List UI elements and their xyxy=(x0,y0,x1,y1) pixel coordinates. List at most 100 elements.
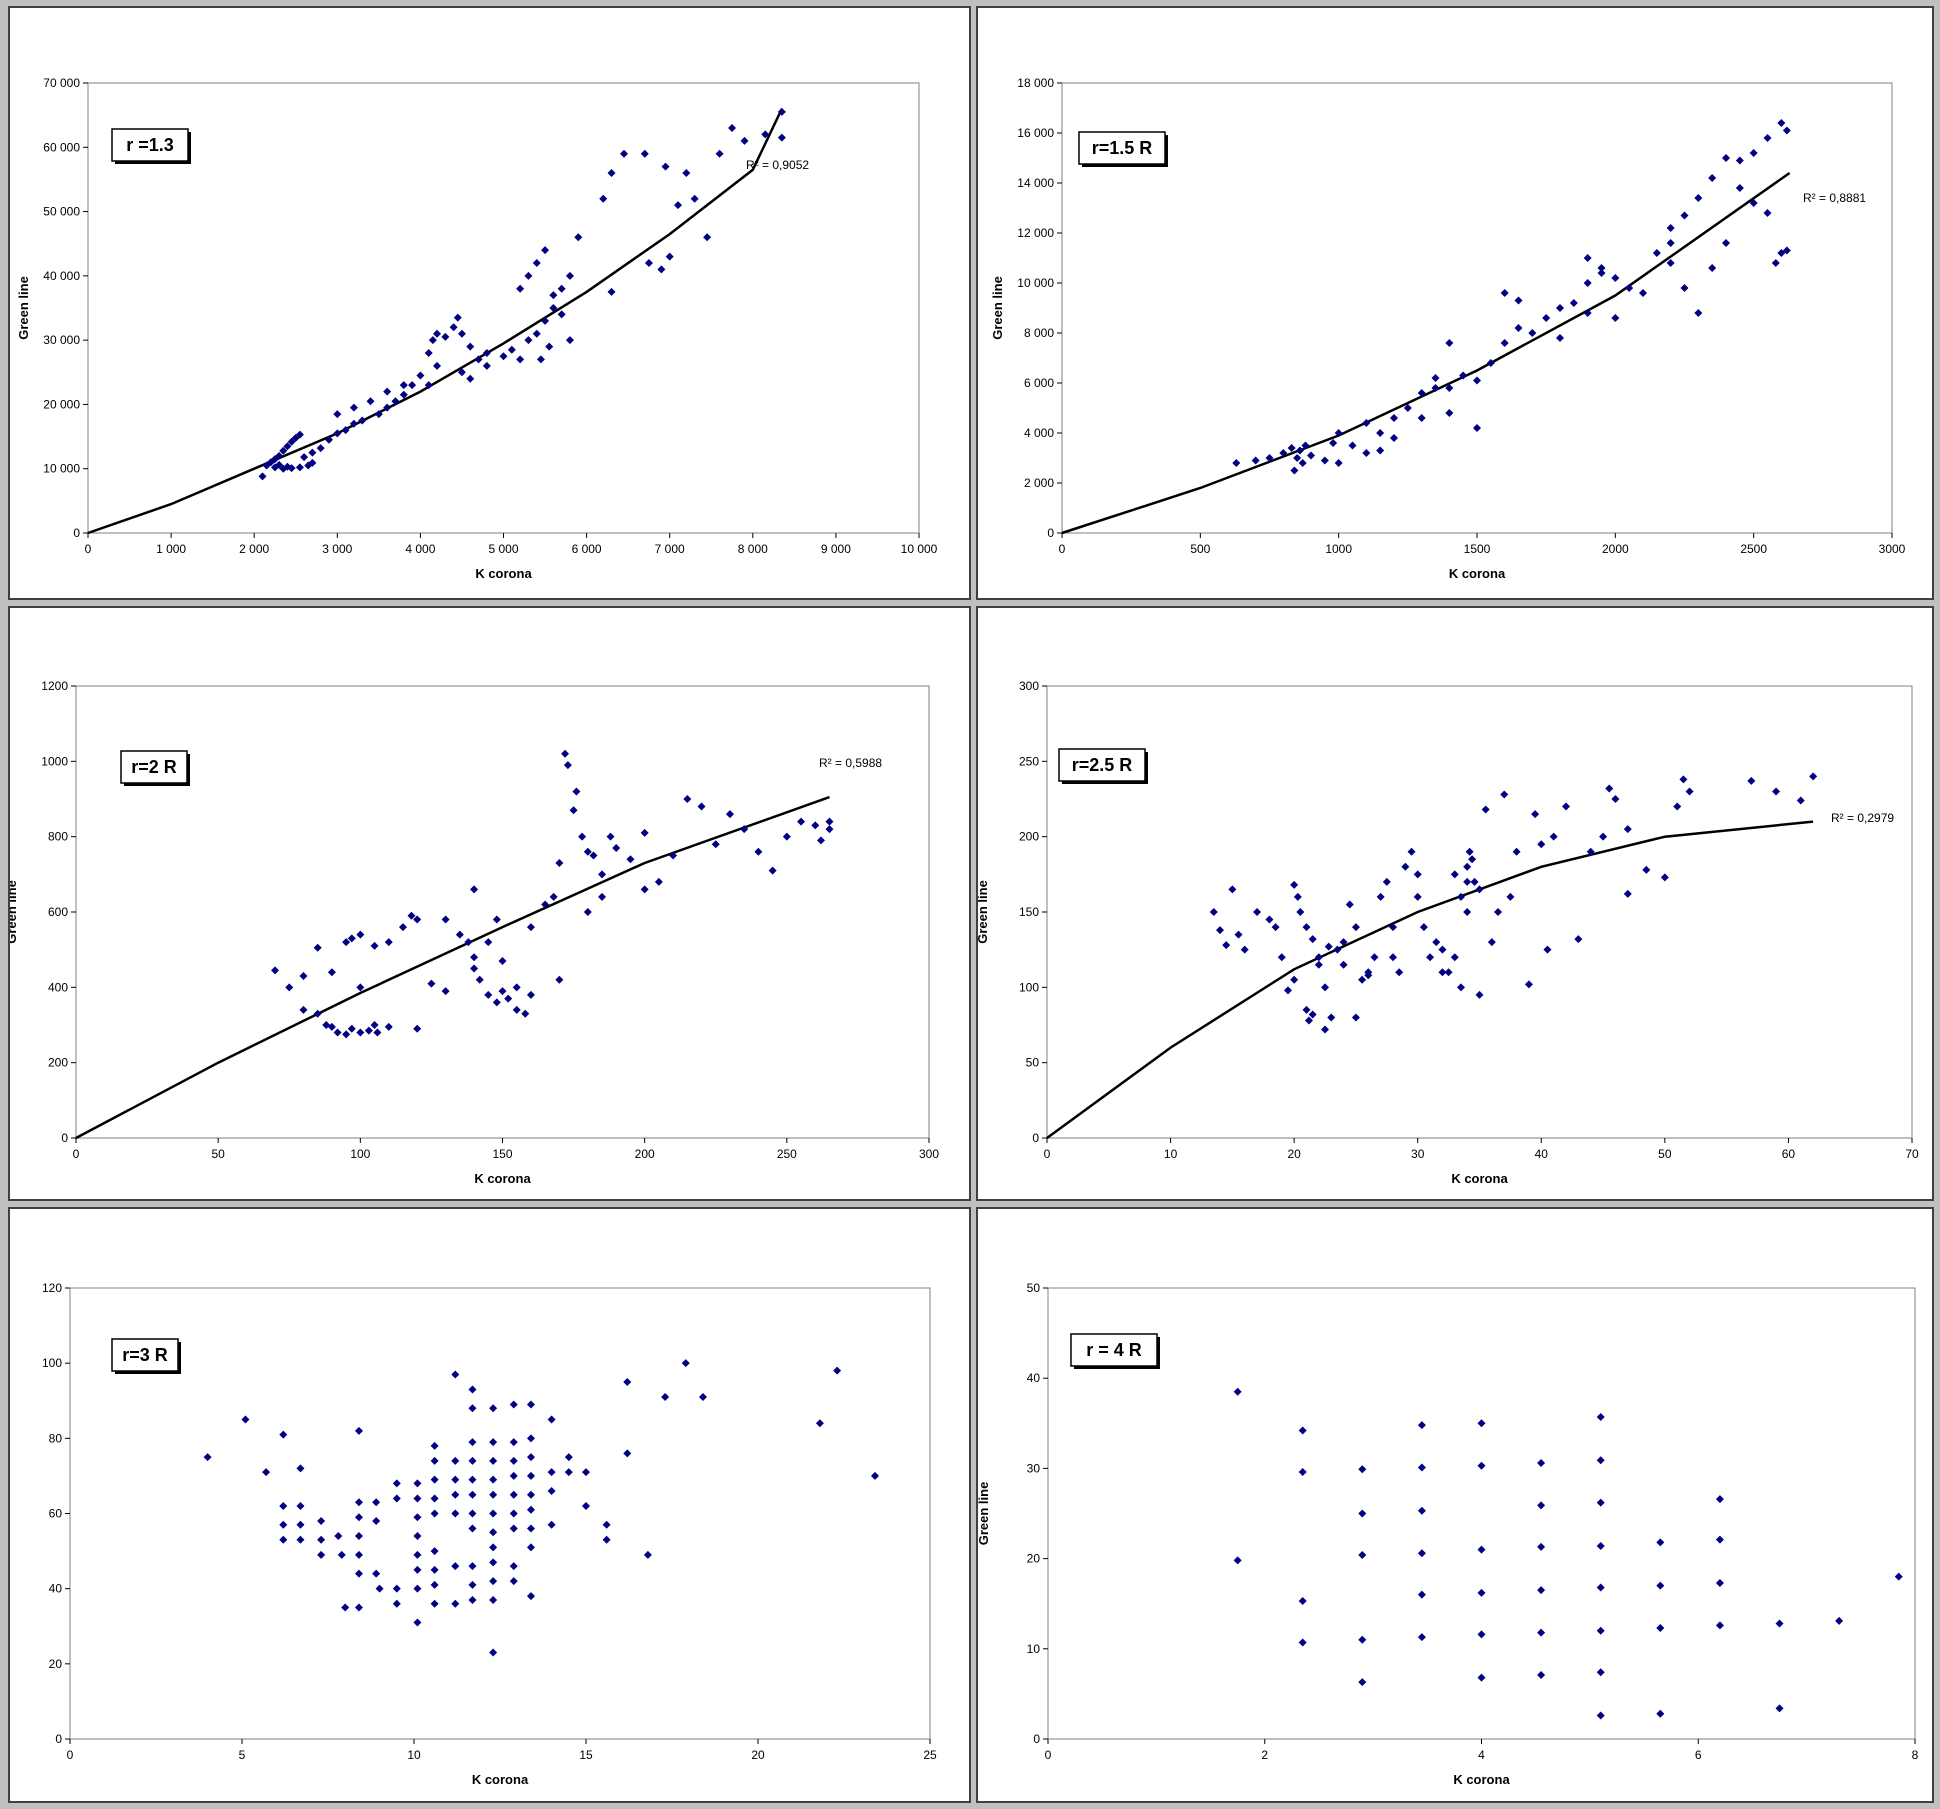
data-point xyxy=(484,938,493,947)
data-point xyxy=(482,361,491,370)
data-point xyxy=(317,1517,326,1526)
data-point xyxy=(1277,953,1286,962)
data-point xyxy=(547,1415,556,1424)
data-point xyxy=(466,374,475,383)
data-point xyxy=(370,1021,379,1029)
data-point xyxy=(825,817,834,826)
data-point xyxy=(341,426,350,435)
data-point xyxy=(583,847,592,856)
data-point xyxy=(341,1603,350,1612)
data-point xyxy=(1722,239,1730,247)
trendline xyxy=(1061,171,1791,535)
data-point xyxy=(512,1005,521,1014)
data-point xyxy=(811,821,820,830)
data-point xyxy=(526,1490,535,1499)
data-point xyxy=(1656,1538,1665,1547)
data-point xyxy=(703,233,712,242)
data-point xyxy=(682,169,691,177)
data-point xyxy=(489,1577,498,1586)
data-point xyxy=(572,787,581,796)
data-point xyxy=(489,1528,498,1537)
data-point xyxy=(1283,986,1292,995)
data-point xyxy=(549,291,558,300)
data-point xyxy=(1362,419,1371,427)
data-point xyxy=(1390,414,1398,422)
data-point xyxy=(433,361,442,370)
data-point xyxy=(1290,975,1299,984)
data-point xyxy=(1772,787,1781,796)
x-tick-label: 0 xyxy=(73,1147,80,1161)
data-point xyxy=(489,1475,498,1484)
x-tick-label: 2500 xyxy=(1740,542,1767,556)
data-point xyxy=(1403,404,1412,412)
data-point xyxy=(654,877,663,886)
data-point xyxy=(1477,1419,1486,1428)
data-point xyxy=(295,463,304,472)
data-point xyxy=(499,352,508,361)
data-point xyxy=(564,1468,573,1477)
data-point xyxy=(1666,224,1675,232)
y-axis-title: Green line xyxy=(978,1482,991,1546)
data-point xyxy=(507,345,516,354)
x-tick-label: 10 xyxy=(407,1748,421,1762)
data-point xyxy=(715,149,724,158)
y-tick-label: 30 xyxy=(1027,1461,1041,1475)
data-point xyxy=(1290,880,1299,889)
y-tick-label: 40 xyxy=(49,1582,63,1596)
data-point xyxy=(607,287,616,296)
data-point xyxy=(1809,772,1818,781)
data-point xyxy=(725,810,734,819)
data-point xyxy=(1680,211,1689,220)
data-point xyxy=(468,1595,477,1604)
data-point xyxy=(1348,441,1357,450)
data-point xyxy=(241,1415,250,1424)
data-point xyxy=(451,1370,460,1379)
y-tick-label: 50 xyxy=(1027,1281,1041,1295)
data-point xyxy=(555,859,564,868)
data-point xyxy=(1358,1465,1367,1474)
data-point xyxy=(1747,776,1756,785)
chart-4-svg: 0 10 20 30 40 50 60 70 0 50 100 150 200 250 300 K coron… xyxy=(978,679,1919,1186)
x-tick-label: 50 xyxy=(211,1147,225,1161)
data-point xyxy=(626,855,635,864)
data-point xyxy=(782,832,791,841)
data-point xyxy=(1298,1638,1307,1647)
data-point xyxy=(317,1550,326,1559)
data-point xyxy=(547,1520,556,1529)
data-point xyxy=(561,749,570,758)
radius-label-box: r =1.3 xyxy=(111,128,191,164)
data-point xyxy=(1500,339,1509,347)
y-tick-label: 250 xyxy=(1019,754,1039,768)
data-point xyxy=(475,975,484,984)
data-point xyxy=(524,336,533,345)
trendline xyxy=(75,795,830,1140)
x-axis-title: K corona xyxy=(1449,566,1506,581)
data-point xyxy=(1417,389,1426,397)
data-point xyxy=(354,1569,363,1578)
x-tick-label: 2 000 xyxy=(239,542,269,556)
data-point xyxy=(482,349,491,357)
data-point xyxy=(1431,384,1440,392)
data-point xyxy=(526,1543,535,1552)
data-point xyxy=(606,832,615,841)
data-point xyxy=(279,446,288,455)
data-point xyxy=(1320,456,1329,465)
plot-area xyxy=(69,1287,931,1740)
data-point xyxy=(602,1535,611,1544)
data-point xyxy=(1771,259,1780,267)
data-point xyxy=(509,1509,518,1518)
data-point xyxy=(430,1580,439,1589)
data-point xyxy=(1293,454,1302,462)
data-point xyxy=(430,1565,439,1574)
data-point xyxy=(484,990,493,999)
data-point xyxy=(1656,1624,1665,1633)
data-point xyxy=(1494,908,1503,916)
data-point xyxy=(1417,1549,1426,1558)
data-point xyxy=(681,1359,690,1368)
data-point xyxy=(1512,847,1521,856)
data-point xyxy=(1417,1421,1426,1430)
data-point xyxy=(373,1028,382,1037)
data-point xyxy=(1287,444,1296,452)
data-point xyxy=(509,1456,518,1465)
